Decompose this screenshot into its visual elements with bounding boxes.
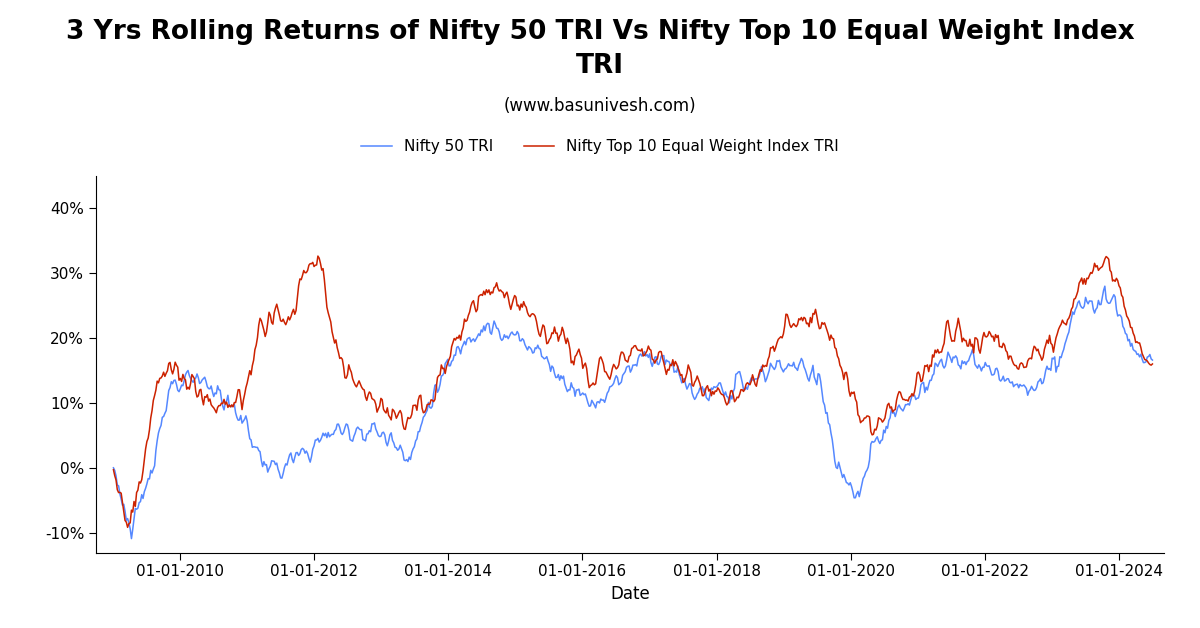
Line: Nifty 50 TRI: Nifty 50 TRI	[114, 286, 1152, 539]
Legend: Nifty 50 TRI, Nifty Top 10 Equal Weight Index TRI: Nifty 50 TRI, Nifty Top 10 Equal Weight …	[355, 133, 845, 161]
Text: 3 Yrs Rolling Returns of Nifty 50 TRI Vs Nifty Top 10 Equal Weight Index
TRI: 3 Yrs Rolling Returns of Nifty 50 TRI Vs…	[66, 19, 1134, 79]
Text: (www.basunivesh.com): (www.basunivesh.com)	[504, 97, 696, 116]
X-axis label: Date: Date	[610, 585, 650, 603]
Line: Nifty Top 10 Equal Weight Index TRI: Nifty Top 10 Equal Weight Index TRI	[114, 256, 1152, 528]
